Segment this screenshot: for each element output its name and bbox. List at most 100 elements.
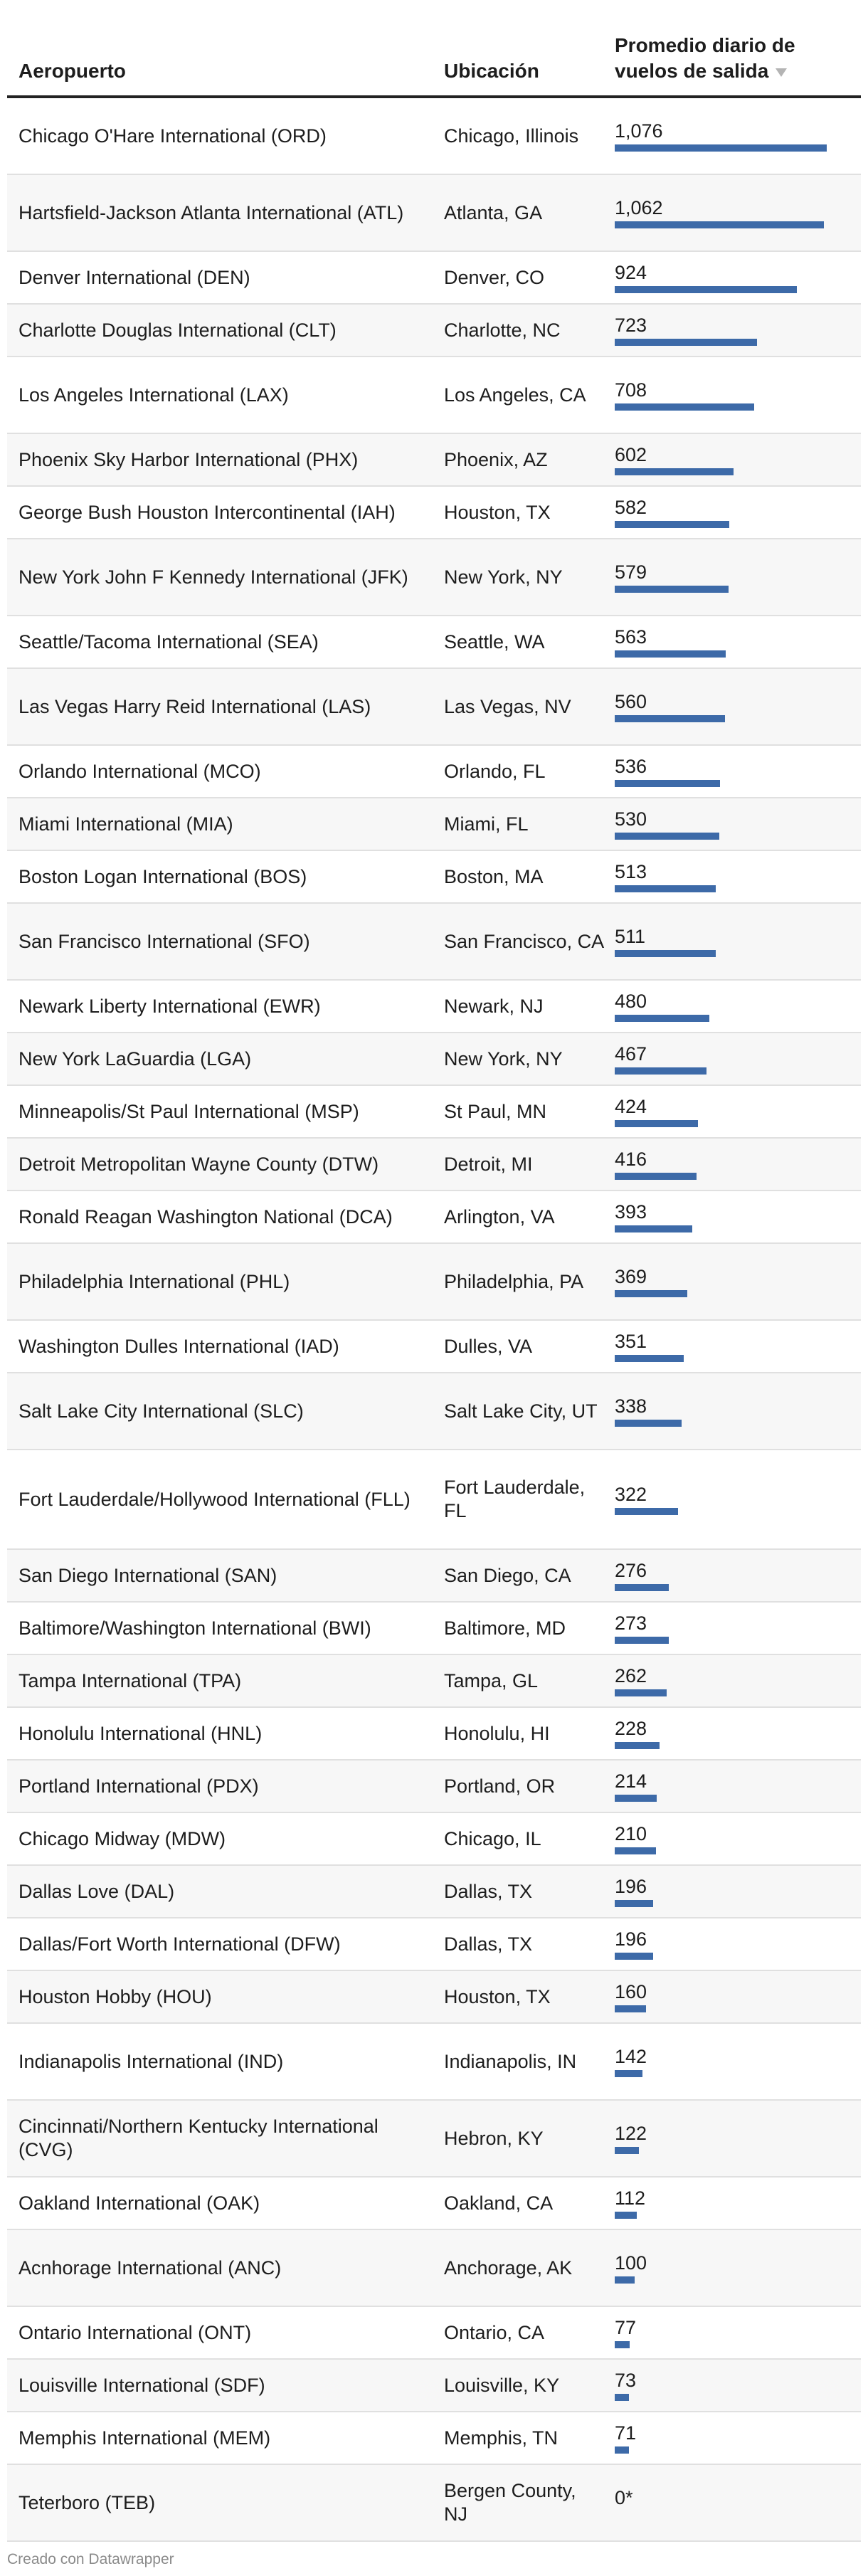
flights-cell: 924 xyxy=(615,262,861,293)
flights-value-label: 338 xyxy=(615,1395,647,1417)
airport-cell: Hartsfield-Jackson Atlanta International… xyxy=(18,201,404,223)
flights-cell: 196 xyxy=(615,1876,861,1907)
location-cell: San Francisco, CA xyxy=(444,930,605,952)
table-row: Teterboro (TEB) Bergen County, NJ 0* xyxy=(7,2465,861,2542)
location-cell: Memphis, TN xyxy=(444,2427,559,2449)
location-cell: Louisville, KY xyxy=(444,2374,560,2396)
flights-cell: 273 xyxy=(615,1612,861,1644)
header-location[interactable]: Ubicación xyxy=(444,60,539,82)
table-row: Indianapolis International (IND) Indianap… xyxy=(7,2024,861,2101)
bar-track xyxy=(615,1584,835,1591)
flights-value-label: 214 xyxy=(615,1770,647,1792)
bar-track xyxy=(615,1420,835,1427)
location-cell: Bergen County, NJ xyxy=(444,2480,576,2525)
flights-value-label: 273 xyxy=(615,1612,647,1634)
table-row: Oakland International (OAK) Oakland, CA 11… xyxy=(7,2178,861,2230)
flights-cell: 228 xyxy=(615,1718,861,1749)
bar-track xyxy=(615,885,835,892)
bar-track xyxy=(615,2005,835,2012)
flights-cell: 262 xyxy=(615,1665,861,1696)
flights-cell: 71 xyxy=(615,2422,861,2454)
airport-cell: Portland International (PDX) xyxy=(18,1775,259,1797)
flights-cell: 276 xyxy=(615,1560,861,1591)
table-row: Louisville International (SDF) Louisville… xyxy=(7,2360,861,2412)
flights-bar xyxy=(615,286,797,293)
airport-cell: Dallas Love (DAL) xyxy=(18,1880,175,1902)
flights-cell: 467 xyxy=(615,1043,861,1075)
flights-cell: 338 xyxy=(615,1395,861,1427)
location-cell: Dallas, TX xyxy=(444,1933,533,1955)
table-row: George Bush Houston Intercontinental (IA… xyxy=(7,487,861,539)
flights-bar xyxy=(615,780,721,787)
flights-cell: 142 xyxy=(615,2046,861,2077)
bar-track xyxy=(615,2070,835,2077)
location-cell: Atlanta, GA xyxy=(444,201,543,223)
table-row: Philadelphia International (PHL) Philadel… xyxy=(7,1244,861,1321)
flights-cell: 393 xyxy=(615,1201,861,1232)
location-cell: Chicago, IL xyxy=(444,1827,541,1849)
table-row: San Diego International (SAN) San Diego, … xyxy=(7,1550,861,1603)
flights-value-label: 393 xyxy=(615,1201,647,1223)
location-cell: St Paul, MN xyxy=(444,1100,547,1122)
flights-bar xyxy=(615,339,758,346)
bar-track xyxy=(615,1225,835,1232)
location-cell: Oakland, CA xyxy=(444,2192,554,2214)
flights-bar xyxy=(615,833,719,840)
flights-cell: 1,062 xyxy=(615,197,861,228)
flights-cell: 582 xyxy=(615,497,861,528)
location-cell: Dulles, VA xyxy=(444,1335,533,1357)
table-row: Dallas/Fort Worth International (DFW) Dal… xyxy=(7,1918,861,1971)
location-cell: Chicago, Illinois xyxy=(444,125,579,147)
table-row: Chicago Midway (MDW) Chicago, IL 210 xyxy=(7,1813,861,1866)
flights-bar xyxy=(615,1637,669,1644)
table-row: Washington Dulles International (IAD) Dul… xyxy=(7,1321,861,1373)
table-row: Houston Hobby (HOU) Houston, TX 160 xyxy=(7,1971,861,2024)
airport-cell: Ronald Reagan Washington National (DCA) xyxy=(18,1205,393,1228)
table-row: Dallas Love (DAL) Dallas, TX 196 xyxy=(7,1866,861,1918)
bar-track xyxy=(615,144,835,152)
flights-bar xyxy=(615,403,755,411)
flights-value-label: 196 xyxy=(615,1928,647,1950)
flights-cell: 214 xyxy=(615,1770,861,1802)
location-cell: Honolulu, HI xyxy=(444,1722,550,1744)
flights-value-label: 530 xyxy=(615,808,647,830)
airport-cell: New York John F Kennedy International (J… xyxy=(18,566,408,588)
flights-value-label: 369 xyxy=(615,1266,647,1287)
table-row: New York John F Kennedy International (J… xyxy=(7,539,861,616)
airport-cell: Chicago O'Hare International (ORD) xyxy=(18,125,327,147)
location-cell: New York, NY xyxy=(444,1047,563,1070)
flights-cell: 560 xyxy=(615,691,861,722)
airport-cell: Denver International (DEN) xyxy=(18,266,250,288)
header-airport[interactable]: Aeropuerto xyxy=(18,60,126,82)
table-row: Orlando International (MCO) Orlando, FL 53… xyxy=(7,746,861,798)
bar-track xyxy=(615,780,835,787)
flights-cell: 530 xyxy=(615,808,861,840)
flights-value-label: 723 xyxy=(615,315,647,336)
header-flights[interactable]: Promedio diario de vuelos de salida xyxy=(615,33,861,84)
flights-value-label: 513 xyxy=(615,861,647,882)
flights-bar xyxy=(615,1508,679,1515)
location-cell: Houston, TX xyxy=(444,501,551,523)
flights-value-label: 579 xyxy=(615,561,647,583)
table-row: Honolulu International (HNL) Honolulu, HI… xyxy=(7,1708,861,1761)
airport-cell: Miami International (MIA) xyxy=(18,813,233,835)
flights-bar xyxy=(615,1120,699,1127)
airport-cell: Cincinnati/Northern Kentucky Internation… xyxy=(18,2116,379,2160)
flights-value-label: 1,062 xyxy=(615,197,663,218)
flights-bar xyxy=(615,221,825,228)
flights-value-label: 560 xyxy=(615,691,647,712)
location-cell: Boston, MA xyxy=(444,865,544,887)
table-row: New York LaGuardia (LGA) New York, NY 467 xyxy=(7,1033,861,1086)
flights-value-label: 424 xyxy=(615,1096,647,1117)
flights-value-label: 228 xyxy=(615,1718,647,1739)
data-table: Aeropuerto Ubicación Promedio diario de … xyxy=(7,21,861,2542)
airport-cell: San Francisco International (SFO) xyxy=(18,930,310,952)
table-row: Denver International (DEN) Denver, CO 924 xyxy=(7,252,861,305)
table-body: Chicago O'Hare International (ORD) Chicag… xyxy=(7,98,861,2542)
flights-bar xyxy=(615,1847,657,1854)
flights-cell: 210 xyxy=(615,1823,861,1854)
flights-value-label: 1,076 xyxy=(615,120,663,142)
table-row: Los Angeles International (LAX) Los Angel… xyxy=(7,357,861,434)
flights-cell: 513 xyxy=(615,861,861,892)
bar-track xyxy=(615,1120,835,1127)
